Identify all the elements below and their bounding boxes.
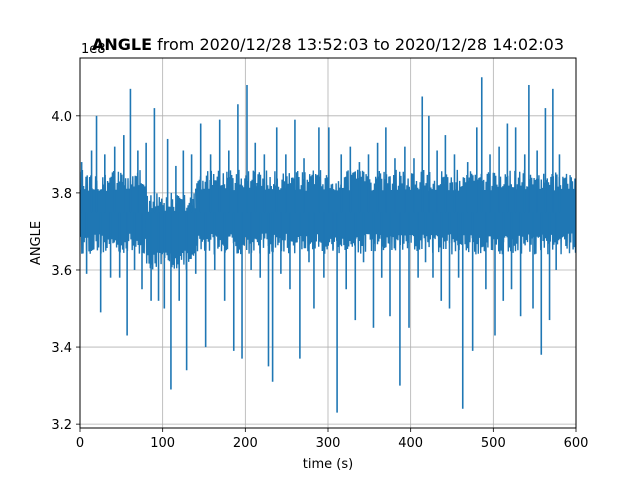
x-tick-label: 600 xyxy=(564,436,589,451)
y-axis-label: ANGLE xyxy=(29,221,44,265)
y-tick-label: 4.0 xyxy=(51,110,72,125)
y-tick-label: 3.4 xyxy=(51,341,72,356)
signal-band xyxy=(80,169,147,254)
y-tick-label: 3.8 xyxy=(51,187,72,202)
x-tick-label: 500 xyxy=(481,436,506,451)
x-tick-label: 100 xyxy=(150,436,175,451)
x-axis-ticks: 0 100 200 300 400 500 600 xyxy=(76,428,589,451)
chart-title-bold: ANGLE xyxy=(92,35,152,54)
x-tick-label: 300 xyxy=(316,436,341,451)
angle-series xyxy=(80,77,576,413)
x-tick-label: 0 xyxy=(76,436,84,451)
x-axis-label: time (s) xyxy=(303,457,353,472)
y-tick-label: 3.6 xyxy=(51,264,72,279)
x-tick-label: 400 xyxy=(398,436,423,451)
y-tick-label: 3.2 xyxy=(51,418,72,433)
y-axis-ticks: 3.2 3.4 3.6 3.8 4.0 xyxy=(51,110,80,433)
chart-title-rest: from 2020/12/28 13:52:03 to 2020/12/28 1… xyxy=(152,35,564,54)
chart-title: ANGLE from 2020/12/28 13:52:03 to 2020/1… xyxy=(92,35,564,54)
x-tick-label: 200 xyxy=(233,436,258,451)
y-offset-label: 1e8 xyxy=(81,42,106,57)
